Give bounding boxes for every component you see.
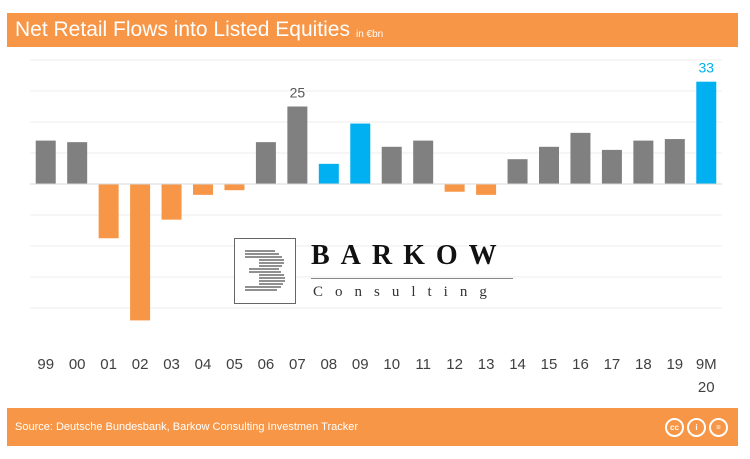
tick-label-19: 19 [666,356,683,373]
bar-11 [413,140,434,184]
tick-label-03: 03 [163,356,180,373]
creative-commons-icon: cc [665,417,684,437]
license-icons: cc i = [665,417,728,437]
tick-label-13: 13 [478,356,495,373]
no-derivatives-icon: = [709,417,728,437]
bar-13 [476,184,497,195]
tick-label-9m-20-0: 9M [696,356,717,373]
tick-label-17: 17 [604,356,621,373]
tick-label-99: 99 [37,356,54,373]
bar-16 [570,132,591,184]
bar-chart: 25 33 99 00 01 02 03 04 05 06 07 08 09 10 11 12 13 14 15 16… [30,59,722,396]
title-bar: Net Retail Flows into Listed Equities in… [7,13,738,47]
bar-09 [350,123,371,184]
footer-bar: Source: Deutsche Bundesbank, Barkow Cons… [7,408,738,446]
tick-label-16: 16 [572,356,589,373]
bar-07 [287,106,308,184]
bar-17 [601,149,622,184]
tick-label-09: 09 [352,356,369,373]
bar-08 [318,163,339,184]
logo-divider [311,278,513,279]
bar-05 [224,184,245,191]
bar-14 [507,159,528,184]
chart-title: Net Retail Flows into Listed Equities [15,18,350,41]
bar-12 [444,184,465,192]
barkow-logo: BARKOW Consulting [234,238,516,306]
attribution-icon: i [687,417,706,437]
tick-label-08: 08 [320,356,337,373]
tick-label-01: 01 [100,356,117,373]
tick-label-00: 00 [69,356,86,373]
tick-label-15: 15 [541,356,558,373]
logo-name: BARKOW [311,240,508,271]
bar-9m-20 [696,81,717,184]
tick-label-18: 18 [635,356,652,373]
chart-unit: in €bn [356,28,384,40]
tick-label-9m-20-1: 20 [698,379,715,396]
bar-03 [161,184,182,220]
tick-label-10: 10 [383,356,400,373]
bar-99 [35,140,56,184]
tick-label-05: 05 [226,356,243,373]
bar-18 [633,140,654,184]
source-note: Source: Deutsche Bundesbank, Barkow Cons… [15,421,359,433]
bar-06 [255,142,276,184]
tick-label-04: 04 [195,356,212,373]
logo-emblem [234,238,296,304]
bar-00 [67,142,88,184]
bar-02 [130,184,151,321]
tick-label-02: 02 [132,356,149,373]
tick-label-07: 07 [289,356,306,373]
tick-label-14: 14 [509,356,526,373]
data-label-07: 25 [290,85,306,101]
tick-label-12: 12 [446,356,463,373]
bar-04 [193,184,213,195]
bar-01 [98,184,119,239]
data-label-9m-20: 33 [698,60,714,76]
tick-label-06: 06 [258,356,275,373]
bar-19 [664,139,685,184]
bar-10 [381,146,402,184]
bar-15 [539,146,559,184]
tick-label-11: 11 [415,356,431,373]
logo-subtitle: Consulting [313,284,499,300]
